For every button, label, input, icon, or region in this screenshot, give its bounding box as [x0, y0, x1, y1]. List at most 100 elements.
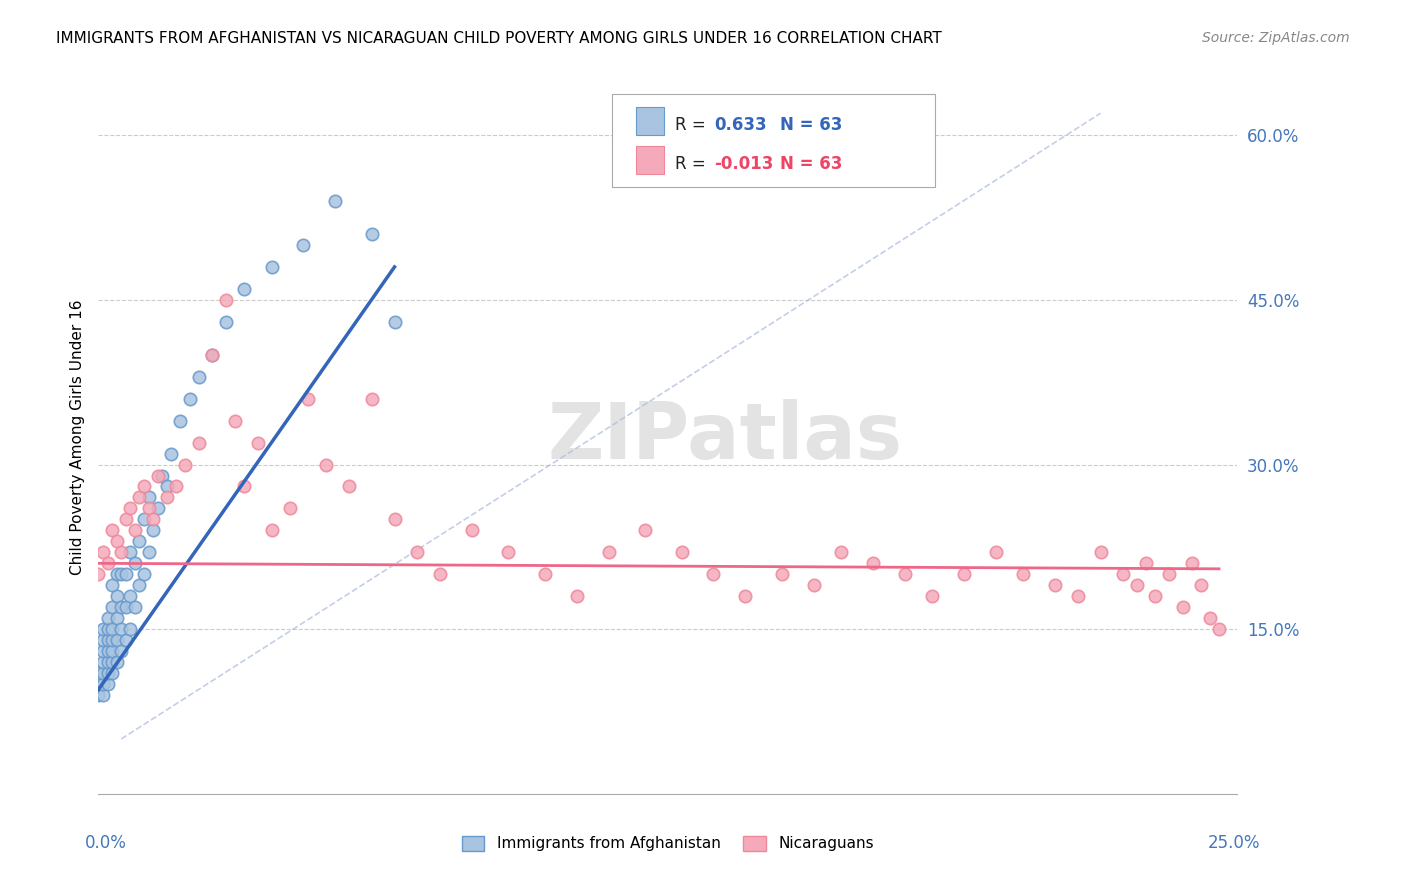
Point [384, 512, 406, 526]
Point [734, 589, 756, 603]
Point [96, 557, 118, 571]
Text: Source: ZipAtlas.com: Source: ZipAtlas.com [1202, 31, 1350, 45]
Text: IMMIGRANTS FROM AFGHANISTAN VS NICARAGUAN CHILD POVERTY AMONG GIRLS UNDER 16 COR: IMMIGRANTS FROM AFGHANISTAN VS NICARAGUA… [56, 31, 942, 46]
Point [201, 348, 224, 362]
Point [406, 545, 429, 559]
Point [323, 194, 346, 208]
Point [138, 491, 160, 505]
Point [101, 524, 124, 538]
Point [114, 600, 136, 615]
Point [598, 545, 620, 559]
Point [260, 260, 283, 274]
Point [91, 688, 114, 702]
Point [105, 611, 128, 625]
Point [297, 392, 319, 406]
Point [260, 524, 283, 538]
Point [292, 238, 315, 252]
Point [921, 589, 943, 603]
Point [803, 578, 825, 592]
Point [1189, 578, 1212, 592]
Point [91, 622, 114, 636]
Point [101, 666, 124, 681]
Point [132, 567, 155, 582]
Point [110, 644, 132, 658]
Point [120, 622, 142, 636]
Point [1126, 578, 1149, 592]
Point [96, 666, 118, 681]
Point [534, 567, 557, 582]
Point [87, 677, 110, 691]
Point [315, 458, 337, 472]
Point [96, 633, 118, 648]
Point [101, 655, 124, 669]
Point [114, 633, 136, 648]
Point [187, 369, 209, 384]
Point [101, 600, 124, 615]
Point [246, 435, 269, 450]
Point [1181, 557, 1204, 571]
Point [87, 567, 110, 582]
Point [105, 655, 128, 669]
Point [105, 633, 128, 648]
Point [1043, 578, 1066, 592]
Point [165, 479, 187, 493]
Point [114, 567, 136, 582]
Point [174, 458, 197, 472]
Point [953, 567, 976, 582]
Point [360, 392, 382, 406]
Point [215, 293, 238, 307]
Point [91, 644, 114, 658]
Text: N = 63: N = 63 [780, 116, 842, 134]
Point [1012, 567, 1035, 582]
Point [156, 491, 179, 505]
Point [101, 578, 124, 592]
Point [384, 315, 406, 329]
Point [1090, 545, 1112, 559]
Text: 25.0%: 25.0% [1208, 834, 1261, 852]
Point [132, 512, 155, 526]
Point [101, 644, 124, 658]
Point [146, 501, 169, 516]
Point [114, 512, 136, 526]
Point [110, 567, 132, 582]
Point [87, 666, 110, 681]
Text: ZIPatlas: ZIPatlas [547, 399, 903, 475]
Point [128, 491, 150, 505]
Point [105, 534, 128, 549]
Point [120, 501, 142, 516]
Point [110, 622, 132, 636]
Point [337, 479, 360, 493]
Point [142, 524, 165, 538]
Point [128, 534, 150, 549]
Legend: Immigrants from Afghanistan, Nicaraguans: Immigrants from Afghanistan, Nicaraguans [456, 830, 880, 857]
Point [101, 633, 124, 648]
Point [96, 611, 118, 625]
Point [461, 524, 484, 538]
Point [91, 677, 114, 691]
Point [278, 501, 301, 516]
Point [91, 655, 114, 669]
Point [91, 545, 114, 559]
Point [91, 666, 114, 681]
Point [110, 545, 132, 559]
Point [201, 348, 224, 362]
Point [96, 655, 118, 669]
Text: 0.0%: 0.0% [84, 834, 127, 852]
Point [1199, 611, 1222, 625]
Point [150, 468, 173, 483]
Point [360, 227, 382, 241]
Point [1157, 567, 1180, 582]
Point [169, 414, 191, 428]
Point [1135, 557, 1157, 571]
Point [101, 622, 124, 636]
Point [96, 622, 118, 636]
Point [429, 567, 451, 582]
Point [96, 644, 118, 658]
Point [96, 677, 118, 691]
Point [105, 567, 128, 582]
Point [110, 600, 132, 615]
Point [160, 446, 183, 460]
Point [498, 545, 520, 559]
Point [984, 545, 1007, 559]
Point [830, 545, 852, 559]
